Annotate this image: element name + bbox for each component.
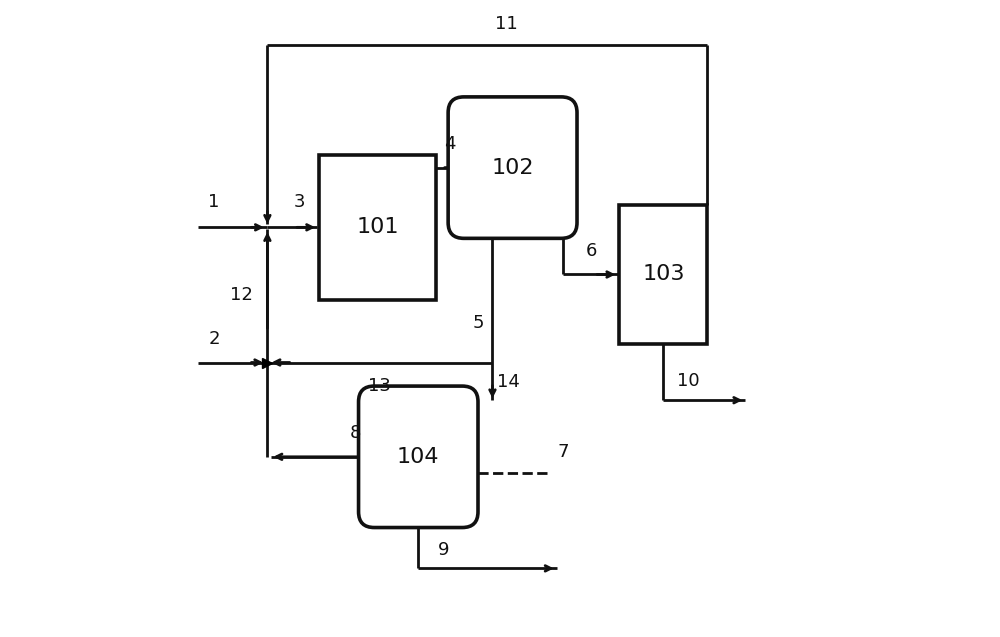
Text: 11: 11 xyxy=(495,15,518,33)
Text: 1: 1 xyxy=(208,193,220,211)
Text: 12: 12 xyxy=(230,286,252,304)
Text: 10: 10 xyxy=(677,373,700,390)
Text: 13: 13 xyxy=(368,377,391,396)
FancyBboxPatch shape xyxy=(359,386,478,527)
Text: 2: 2 xyxy=(208,329,220,348)
Text: 101: 101 xyxy=(356,217,399,238)
Text: 14: 14 xyxy=(497,373,520,391)
Text: 102: 102 xyxy=(491,157,534,178)
Text: 8: 8 xyxy=(350,424,361,442)
Text: 103: 103 xyxy=(642,264,685,285)
Text: 7: 7 xyxy=(557,443,569,461)
Text: 3: 3 xyxy=(294,193,305,211)
Bar xyxy=(619,205,707,343)
Text: 5: 5 xyxy=(473,314,484,333)
Text: 4: 4 xyxy=(444,135,455,153)
FancyBboxPatch shape xyxy=(448,97,577,238)
Bar xyxy=(319,155,436,299)
Text: 104: 104 xyxy=(397,447,440,467)
Text: 9: 9 xyxy=(438,541,449,559)
Text: 6: 6 xyxy=(585,241,597,260)
